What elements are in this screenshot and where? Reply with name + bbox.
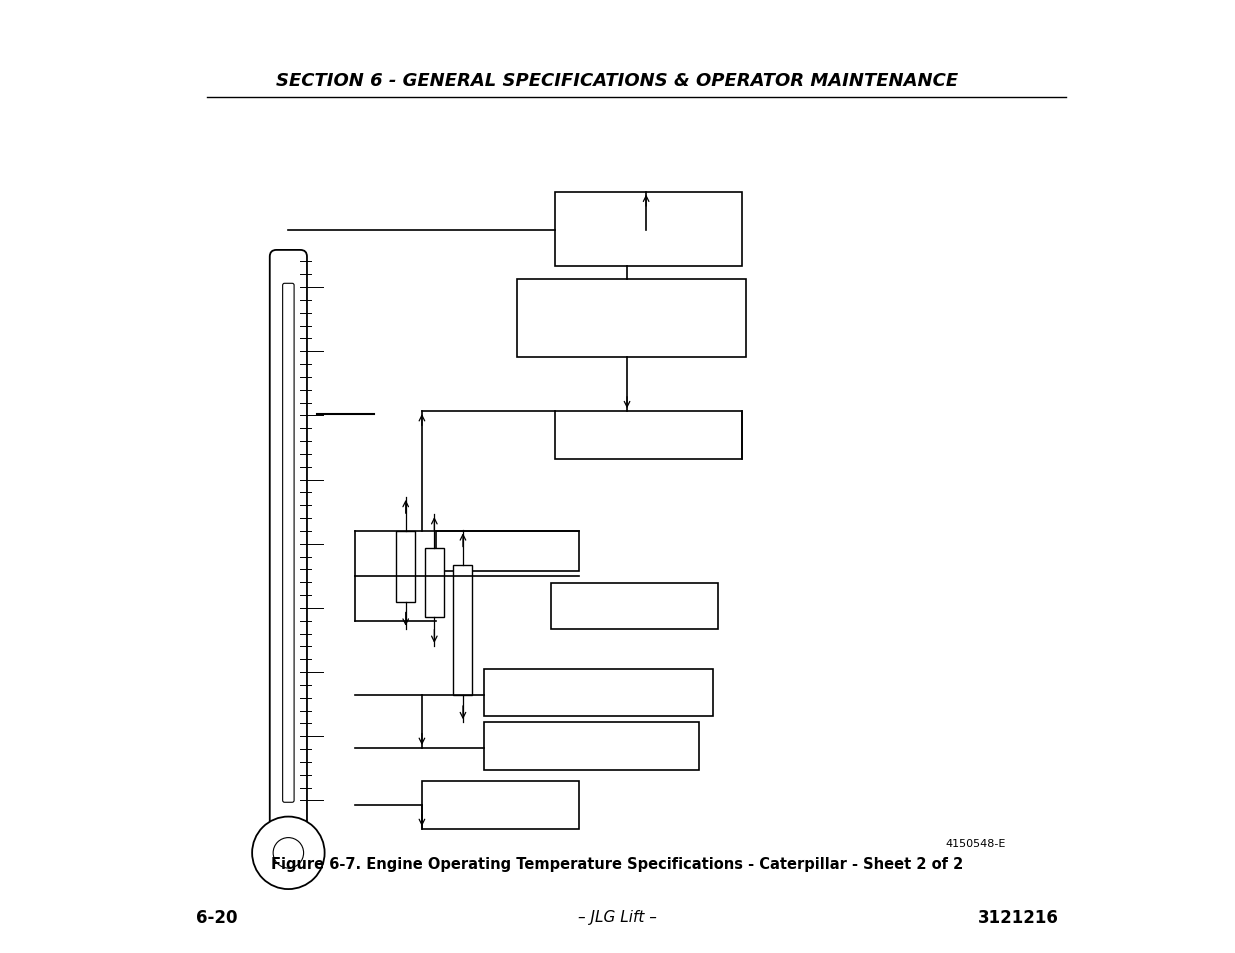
Text: SECTION 6 - GENERAL SPECIFICATIONS & OPERATOR MAINTENANCE: SECTION 6 - GENERAL SPECIFICATIONS & OPE…: [277, 72, 958, 90]
Bar: [436, 532, 579, 572]
Bar: [453, 565, 473, 696]
Bar: [551, 583, 718, 629]
FancyBboxPatch shape: [269, 251, 308, 836]
Bar: [422, 781, 579, 829]
Text: 3121216: 3121216: [978, 908, 1058, 925]
Text: 6-20: 6-20: [196, 908, 237, 925]
Bar: [484, 722, 699, 770]
Bar: [396, 532, 415, 602]
Bar: [484, 669, 713, 717]
FancyBboxPatch shape: [283, 284, 294, 802]
Text: Figure 6-7. Engine Operating Temperature Specifications - Caterpillar - Sheet 2 : Figure 6-7. Engine Operating Temperature…: [272, 856, 963, 871]
Bar: [556, 412, 741, 459]
Circle shape: [252, 817, 325, 889]
Bar: [517, 279, 746, 357]
Text: – JLG Lift –: – JLG Lift –: [578, 909, 657, 924]
Bar: [556, 193, 741, 267]
Circle shape: [273, 838, 304, 868]
Bar: [425, 548, 443, 618]
Text: 4150548-E: 4150548-E: [945, 839, 1005, 848]
